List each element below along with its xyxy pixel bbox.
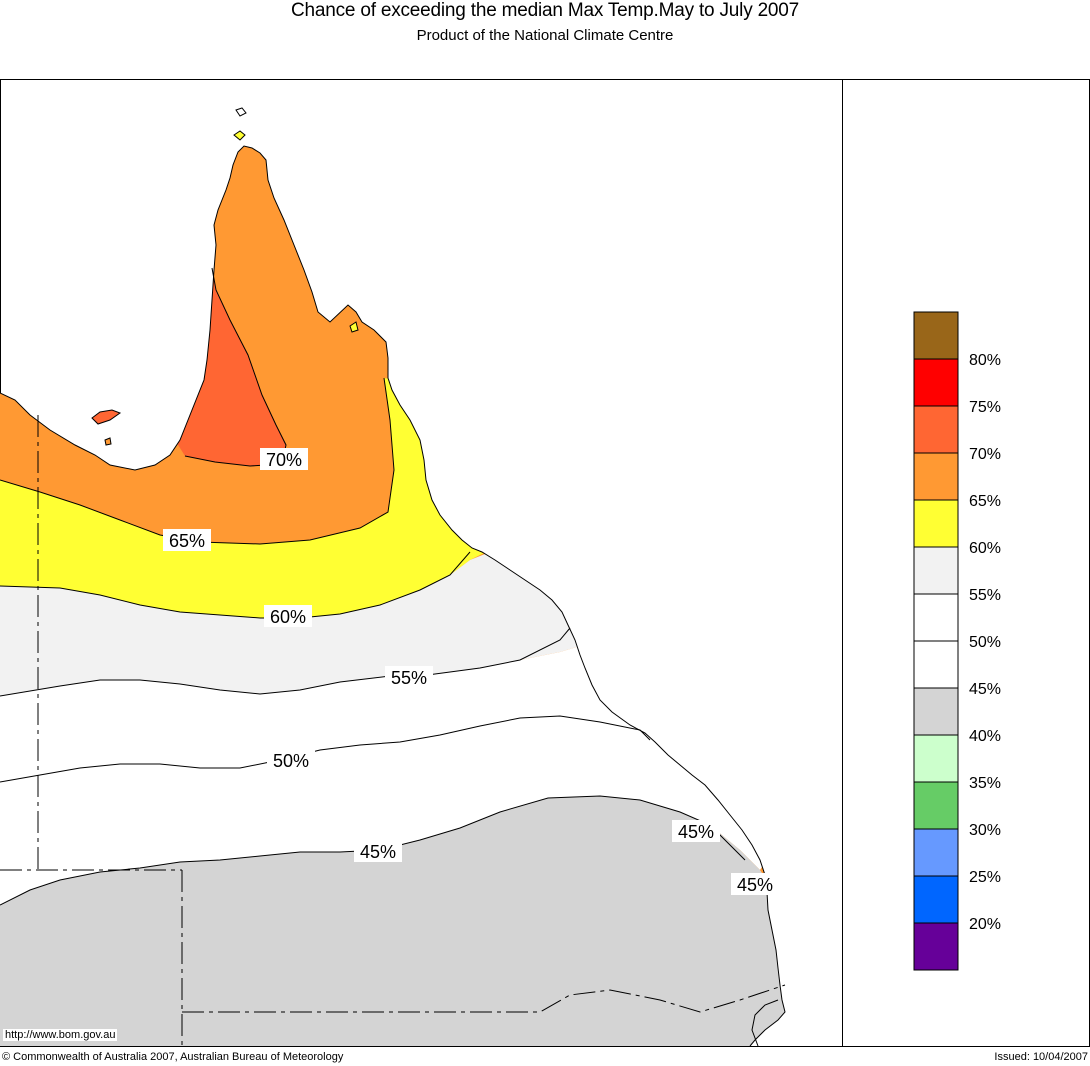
contour-label: 45% bbox=[354, 840, 402, 862]
legend-label: 50% bbox=[969, 634, 1001, 651]
contour-label: 60% bbox=[264, 605, 312, 627]
contour-70 bbox=[184, 267, 287, 467]
island-north bbox=[235, 107, 247, 117]
chart-title: Chance of exceeding the median Max Temp.… bbox=[290, 0, 800, 21]
legend-label: 40% bbox=[969, 728, 1001, 745]
svg-text:45%: 45% bbox=[360, 842, 396, 862]
contour-60 bbox=[0, 551, 471, 619]
svg-text:45%: 45% bbox=[737, 875, 773, 895]
svg-text:50%: 50% bbox=[273, 751, 309, 771]
contour-labels: 70% 65% 60% 55% 50% 45% 45% 45% bbox=[163, 448, 779, 895]
island-yellow bbox=[233, 130, 246, 141]
zone-65-70 bbox=[175, 268, 286, 466]
legend-box bbox=[913, 499, 959, 548]
contour-label: 45% bbox=[672, 820, 720, 842]
legend-color-bar bbox=[913, 311, 959, 971]
contour-label: 45% bbox=[731, 873, 779, 895]
contour-50 bbox=[0, 715, 651, 783]
legend-box bbox=[913, 687, 959, 736]
legend-box bbox=[913, 640, 959, 689]
legend-box bbox=[913, 546, 959, 595]
legend-box bbox=[913, 734, 959, 783]
copyright-text: © Commonwealth of Australia 2007, Austra… bbox=[2, 1051, 344, 1063]
legend-label: 35% bbox=[969, 775, 1001, 792]
zone-45-50 bbox=[0, 640, 780, 905]
contour-label: 55% bbox=[385, 666, 433, 688]
svg-text:45%: 45% bbox=[678, 822, 714, 842]
island-east bbox=[349, 321, 359, 333]
legend-label: 75% bbox=[969, 399, 1001, 416]
legend-label: 30% bbox=[969, 822, 1001, 839]
contour-label: 50% bbox=[267, 749, 315, 771]
probability-zones bbox=[0, 146, 785, 1046]
coastline bbox=[0, 145, 786, 1047]
contour-label: 65% bbox=[163, 529, 211, 551]
zone-55-60 bbox=[0, 378, 500, 618]
legend-label: 55% bbox=[969, 587, 1001, 604]
svg-text:60%: 60% bbox=[270, 607, 306, 627]
legend-label: 25% bbox=[969, 869, 1001, 886]
legend-label: 70% bbox=[969, 446, 1001, 463]
legend-box bbox=[913, 922, 959, 971]
contour-55 bbox=[0, 627, 571, 697]
legend-labels: 80% 75% 70% 65% 60% 55% 50% 45% 40% 35% 30% 25% 20% bbox=[969, 352, 1001, 933]
svg-text:70%: 70% bbox=[266, 450, 302, 470]
legend-label: 60% bbox=[969, 540, 1001, 557]
legend-box bbox=[913, 593, 959, 642]
legend-label: 80% bbox=[969, 352, 1001, 369]
contour-65 bbox=[0, 377, 395, 545]
legend-box bbox=[913, 452, 959, 501]
island-gulf bbox=[91, 409, 122, 425]
legend-box bbox=[913, 405, 959, 454]
legend-label: 65% bbox=[969, 493, 1001, 510]
legend-label: 20% bbox=[969, 916, 1001, 933]
url-label: http://www.bom.gov.au bbox=[3, 1029, 118, 1041]
legend-box bbox=[913, 875, 959, 924]
contour-45-south bbox=[751, 999, 779, 1047]
zone-40-45 bbox=[0, 796, 785, 1046]
island-small bbox=[104, 437, 112, 446]
chart-subtitle: Product of the National Climate Centre bbox=[416, 27, 674, 44]
legend-box bbox=[913, 781, 959, 830]
issued-date: Issued: 10/04/2007 bbox=[994, 1051, 1088, 1063]
state-borders bbox=[0, 415, 786, 1046]
contour-label: 70% bbox=[260, 448, 308, 470]
svg-text:55%: 55% bbox=[391, 668, 427, 688]
legend-box bbox=[913, 311, 959, 360]
border-qld-nsw bbox=[182, 984, 786, 1013]
svg-text:65%: 65% bbox=[169, 531, 205, 551]
legend-box bbox=[913, 358, 959, 407]
legend-box bbox=[913, 828, 959, 877]
legend-label: 45% bbox=[969, 681, 1001, 698]
